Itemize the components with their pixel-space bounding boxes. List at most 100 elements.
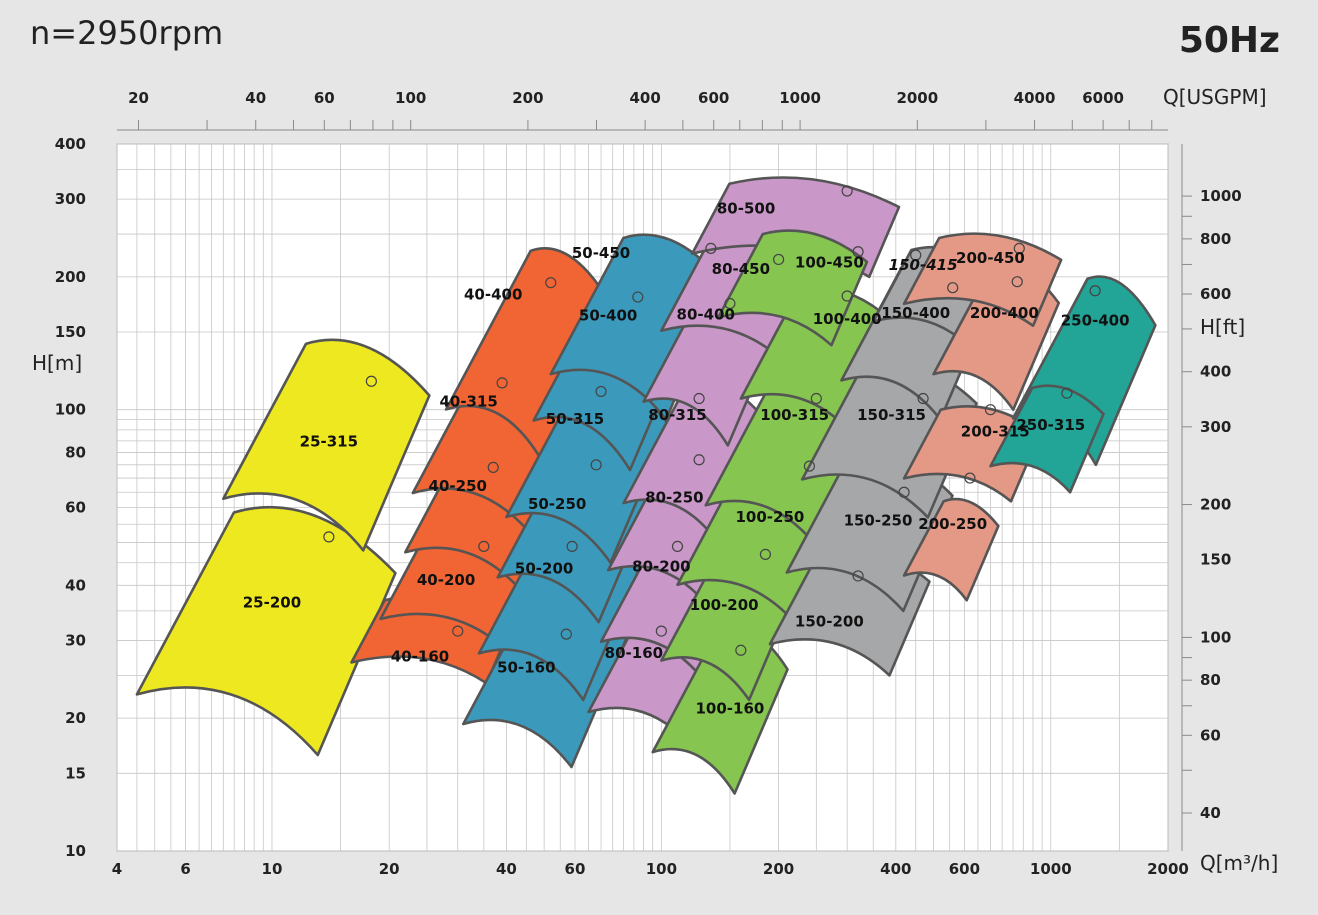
bep-marker-40-160	[452, 625, 464, 637]
bep-marker-150-250	[898, 486, 910, 498]
pump-label-50-400: 50-400	[579, 307, 637, 325]
y-tick-label: 200	[55, 268, 86, 286]
pump-label-150-400: 150-400	[881, 304, 950, 322]
y2-axis-label: H[ft]	[1200, 315, 1245, 339]
x2-axis-label: Q[USGPM]	[1163, 85, 1267, 109]
bep-marker-80-500	[841, 185, 853, 197]
pump-label-40-400: 40-400	[464, 285, 522, 303]
bep-marker-80-250	[693, 454, 705, 466]
x-tick-label: 600	[949, 860, 980, 878]
bep-marker-150-415	[910, 249, 922, 261]
pump-label-100-450: 100-450	[795, 253, 864, 271]
pump-label-100-315: 100-315	[760, 406, 829, 424]
bep-marker-100-450	[852, 246, 864, 258]
bep-marker-50-450	[705, 242, 717, 255]
pump-region-200-450	[902, 232, 1063, 327]
bep-marker-80-450	[772, 253, 785, 266]
usgpm-ruler	[117, 120, 1168, 131]
y-tick-label: 10	[65, 842, 86, 860]
pump-label-100-200: 100-200	[690, 596, 759, 614]
pump-regions: 25-200 25-315 40-160 40-200 40-250 40-315 40-4…	[135, 176, 1157, 795]
pump-label-50-250: 50-250	[528, 495, 586, 513]
pump-label-100-400: 100-400	[813, 310, 882, 328]
x-tick-label: 2000	[1147, 860, 1189, 878]
bep-marker-100-400	[841, 290, 853, 302]
bep-marker-50-250	[590, 459, 602, 471]
bep-marker-100-315	[810, 392, 822, 405]
bep-marker-80-200	[671, 540, 684, 553]
frequency-label: 50Hz	[1178, 20, 1280, 61]
pump-label-250-315: 250-315	[1016, 416, 1085, 434]
pump-label-150-315: 150-315	[857, 406, 926, 424]
x-tick-label: 20	[379, 860, 400, 878]
bep-marker-100-200	[759, 548, 772, 560]
pump-label-150-250: 150-250	[844, 511, 913, 529]
x2-tick-label: 100	[395, 89, 426, 107]
pump-label-80-315: 80-315	[648, 406, 706, 424]
x2-tick-label: 60	[314, 89, 335, 107]
pump-region-25-200	[135, 505, 397, 757]
y2-tick-label: 600	[1200, 285, 1231, 303]
bep-marker-80-315	[693, 392, 705, 405]
pump-region-200-250	[902, 497, 1000, 602]
x2-tick-label: 400	[629, 89, 660, 107]
pump-label-200-450: 200-450	[956, 249, 1025, 267]
bep-marker-40-315	[496, 377, 508, 389]
pump-label-50-200: 50-200	[515, 560, 573, 578]
bep-marker-50-315	[595, 385, 607, 398]
pump-label-200-400: 200-400	[970, 304, 1039, 322]
bep-marker-200-400	[1011, 276, 1023, 288]
bep-marker-40-200	[478, 540, 490, 553]
x2-tick-label: 40	[245, 89, 266, 107]
y-tick-label: 100	[55, 401, 86, 419]
bep-marker-50-400	[632, 291, 644, 303]
y2-tick-label: 40	[1200, 804, 1221, 822]
pump-label-50-450: 50-450	[572, 244, 630, 262]
x-tick-label: 40	[496, 860, 517, 878]
y-tick-label: 60	[65, 499, 86, 517]
x-tick-label: 6	[180, 860, 190, 878]
bep-marker-40-400	[545, 277, 557, 289]
bep-marker-25-200	[323, 531, 335, 543]
y-tick-label: 300	[55, 190, 86, 208]
pump-label-40-250: 40-250	[429, 477, 487, 495]
y-tick-label: 400	[55, 135, 86, 153]
x-tick-label: 10	[262, 860, 283, 878]
y2-tick-label: 1000	[1200, 187, 1242, 205]
x2-tick-label: 2000	[896, 89, 938, 107]
ft-ruler	[1181, 144, 1192, 851]
y2-tick-label: 800	[1200, 230, 1231, 248]
y-tick-label: 15	[65, 764, 86, 782]
x-tick-label: 60	[565, 860, 586, 878]
x-tick-label: 100	[646, 860, 677, 878]
pump-label-100-160: 100-160	[696, 699, 765, 717]
y-tick-label: 40	[65, 576, 86, 594]
pump-label-40-160: 40-160	[391, 648, 449, 666]
y-tick-label: 150	[55, 323, 86, 341]
pump-label-100-250: 100-250	[735, 508, 804, 526]
pump-label-80-400: 80-400	[677, 305, 735, 323]
bep-marker-150-400	[947, 282, 959, 294]
x2-tick-label: 600	[698, 89, 729, 107]
pump-label-80-160: 80-160	[605, 644, 663, 662]
pump-label-25-315: 25-315	[300, 432, 358, 450]
bep-marker-50-200	[566, 540, 578, 553]
bep-marker-80-160	[655, 625, 667, 637]
pump-label-80-250: 80-250	[645, 489, 703, 507]
bep-marker-80-400	[724, 297, 736, 310]
bep-marker-25-315	[365, 375, 377, 387]
y2-tick-label: 300	[1200, 418, 1231, 436]
y-tick-label: 30	[65, 631, 86, 649]
bep-marker-50-160	[560, 628, 572, 640]
bep-marker-100-250	[803, 460, 816, 472]
x-tick-label: 200	[763, 860, 794, 878]
pump-label-250-400: 250-400	[1061, 311, 1130, 329]
pump-label-80-200: 80-200	[632, 558, 690, 576]
speed-label: n=2950rpm	[30, 14, 224, 52]
pump-region-200-315	[902, 404, 1042, 503]
y-axis-label: H[m]	[32, 351, 82, 375]
bep-marker-200-250	[964, 472, 976, 484]
pump-region-25-315	[222, 338, 431, 552]
x-axis-label: Q[m³/h]	[1200, 851, 1278, 875]
